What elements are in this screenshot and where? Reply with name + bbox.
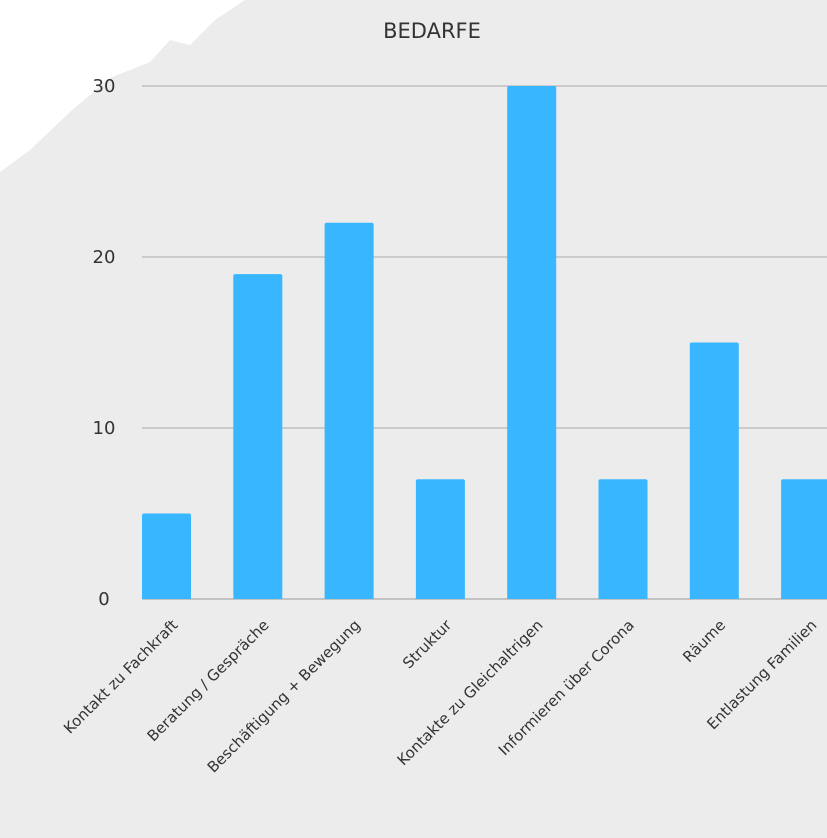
bar xyxy=(233,274,283,599)
torn-paper-shape xyxy=(0,0,245,172)
y-tick-label: 0 xyxy=(98,589,109,610)
y-axis: 0 10 20 30 xyxy=(93,76,116,610)
bar xyxy=(507,86,557,599)
x-category-label: Beschäftigung + Bewegung xyxy=(204,616,364,776)
x-category-label: Räume xyxy=(679,616,729,666)
bar xyxy=(781,479,827,599)
bar xyxy=(324,222,374,600)
x-category-label: Kontakte zu Gleichaltrigen xyxy=(394,616,547,769)
bar xyxy=(142,513,191,599)
y-tick-label: 20 xyxy=(93,247,116,268)
x-category-label: Struktur xyxy=(399,616,456,673)
bars xyxy=(142,86,827,600)
bar xyxy=(689,342,739,599)
y-tick-label: 30 xyxy=(93,76,116,97)
y-tick-label: 10 xyxy=(93,418,116,439)
bar xyxy=(415,479,465,599)
chart-title: BEDARFE xyxy=(383,19,481,43)
bar xyxy=(598,479,648,599)
